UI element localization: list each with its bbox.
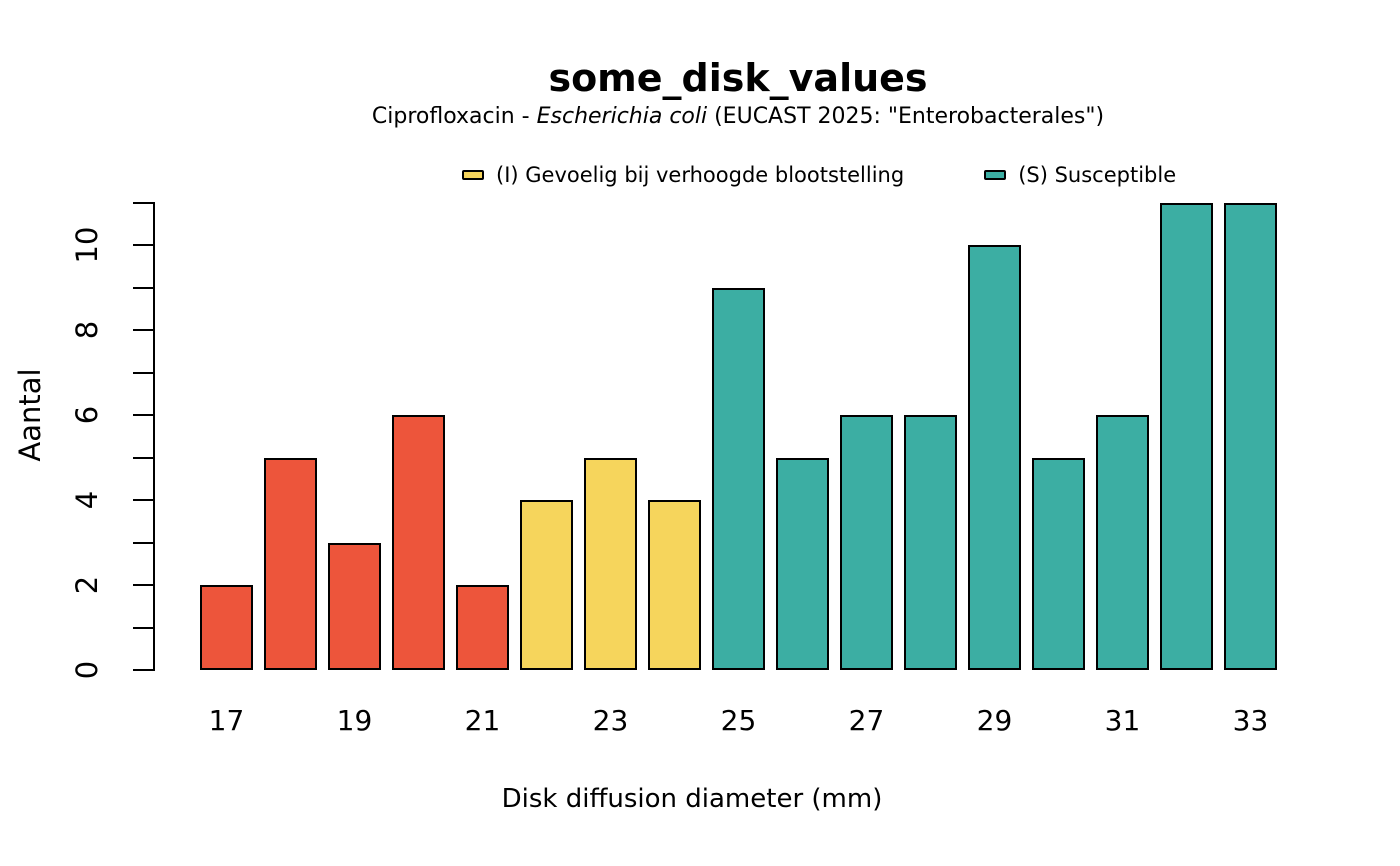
bar-20: [392, 415, 445, 670]
x-axis-tick-label-23: 23: [592, 704, 629, 737]
y-axis-tick-4: [133, 499, 153, 502]
y-axis-tick-11: [133, 202, 153, 204]
bar-24: [648, 500, 701, 670]
chart-title: some_disk_values: [548, 56, 928, 100]
bar-18: [264, 457, 317, 670]
bar-19: [328, 542, 381, 670]
y-axis-tick-5: [133, 456, 153, 459]
bar-32: [1160, 203, 1213, 670]
bar-17: [200, 585, 253, 670]
bar-22: [520, 500, 573, 670]
x-axis-tick-label-19: 19: [336, 704, 373, 737]
bar-25: [712, 287, 765, 670]
bar-28: [904, 415, 957, 670]
x-axis-title: Disk diffusion diameter (mm): [501, 784, 883, 814]
y-axis-tick-2: [133, 584, 153, 587]
bar-31: [1096, 415, 1149, 670]
y-axis-tick-label-2: 2: [70, 575, 104, 595]
bar-26: [776, 457, 829, 670]
bar-30: [1032, 457, 1085, 670]
x-axis-tick-label-27: 27: [848, 704, 885, 737]
y-axis-tick-label-0: 0: [70, 660, 104, 680]
y-axis-tick-label-4: 4: [70, 490, 104, 510]
x-axis-tick-label-31: 31: [1104, 704, 1141, 737]
y-axis-tick-label-10: 10: [70, 227, 104, 264]
legend-label-susceptible: (S) Susceptible: [1018, 163, 1177, 187]
legend-swatch-intermediate: [462, 170, 484, 180]
legend: (I) Gevoelig bij verhoogde blootstelling…: [462, 160, 1176, 190]
y-axis-tick-0: [133, 669, 153, 671]
bar-21: [456, 585, 509, 670]
y-axis-tick-3: [133, 541, 153, 544]
bar-27: [840, 415, 893, 670]
bar-23: [584, 457, 637, 670]
subtitle-guideline: (EUCAST 2025: "Enterobacterales"): [707, 104, 1105, 129]
y-axis-line: [153, 202, 155, 671]
bar-29: [968, 245, 1021, 670]
y-axis-tick-label-8: 8: [70, 321, 104, 340]
subtitle-drug: Ciprofloxacin -: [371, 104, 537, 129]
y-axis-tick-1: [133, 626, 153, 629]
x-axis-tick-label-33: 33: [1232, 704, 1269, 737]
y-axis-tick-9: [133, 286, 153, 289]
subtitle-species: Escherichia coli: [536, 104, 708, 129]
x-axis-tick-label-25: 25: [720, 704, 757, 737]
chart-subtitle: Ciprofloxacin - Escherichia coli (EUCAST…: [0, 104, 1400, 129]
x-axis-tick-label-21: 21: [464, 704, 501, 737]
legend-item-intermediate: (I) Gevoelig bij verhoogde blootstelling: [462, 163, 904, 187]
bar-33: [1224, 203, 1277, 670]
y-axis-tick-6: [133, 414, 153, 417]
x-axis-tick-label-29: 29: [976, 704, 1013, 737]
legend-swatch-susceptible: [984, 170, 1007, 180]
y-axis-title: Aantal: [13, 368, 47, 462]
y-axis-tick-7: [133, 371, 153, 374]
y-axis-tick-label-6: 6: [70, 406, 104, 425]
legend-label-intermediate: (I) Gevoelig bij verhoogde blootstelling: [496, 163, 905, 187]
y-axis-tick-10: [133, 244, 153, 247]
legend-item-susceptible: (S) Susceptible: [984, 163, 1176, 187]
x-axis-tick-label-17: 17: [208, 704, 245, 737]
y-axis-tick-8: [133, 329, 153, 332]
